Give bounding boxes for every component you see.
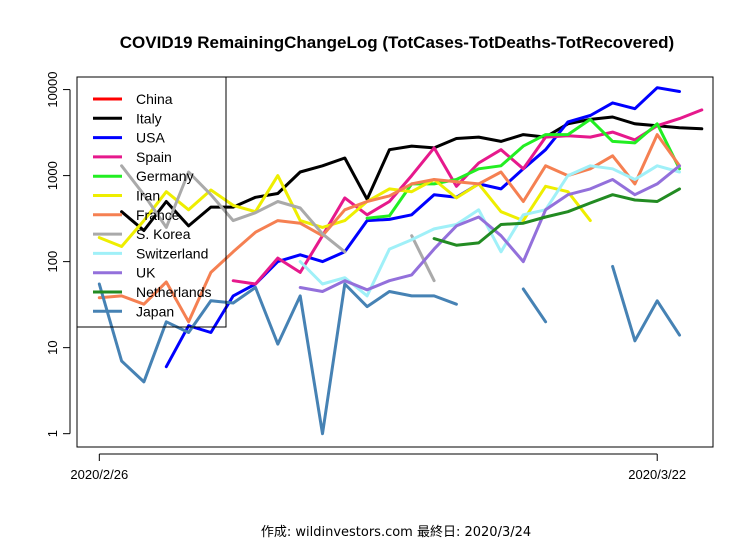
chart-footer: 作成: wildinvestors.com 最終日: 2020/3/24 (261, 524, 531, 540)
series-s-korea (120, 164, 436, 283)
legend-label: S. Korea (136, 226, 191, 242)
legend-label: Germany (136, 168, 194, 184)
y-tick-label: 10000 (45, 71, 60, 107)
series-italy (120, 115, 704, 232)
series-line-netherlands (432, 187, 681, 247)
legend-item: UK (93, 265, 156, 281)
legend-item: Switzerland (93, 245, 208, 261)
series-switzerland (298, 164, 681, 298)
series-japan (97, 264, 681, 436)
legend-item: France (93, 207, 180, 223)
series-layer (97, 86, 704, 436)
legend-item: Italy (93, 110, 162, 126)
y-tick-label: 1000 (45, 161, 60, 190)
legend-label: Japan (136, 303, 174, 319)
series-line-japan (521, 287, 548, 324)
series-line-s-korea (120, 164, 347, 254)
series-line-usa (164, 86, 681, 369)
legend-label: Iran (136, 188, 160, 204)
series-line-spain (231, 108, 704, 286)
legend: China Italy USA Spain Germany Iran France S. Ko… (76, 76, 227, 328)
series-line-uk (298, 164, 681, 293)
legend-item: Japan (93, 303, 174, 319)
y-tick-label: 100 (45, 251, 60, 273)
series-uk (298, 164, 681, 293)
legend-label: Italy (136, 110, 162, 126)
series-line-japan (611, 264, 681, 343)
legend-item: China (93, 91, 173, 107)
series-france (97, 133, 681, 324)
series-spain (231, 108, 704, 286)
y-tick-label: 1 (45, 430, 60, 437)
series-line-france (97, 133, 681, 324)
series-line-japan (97, 282, 458, 436)
legend-item: Germany (93, 168, 194, 184)
legend-item: S. Korea (93, 226, 191, 242)
x-tick-label: 2020/2/26 (70, 467, 128, 482)
y-tick-label: 10 (45, 340, 60, 354)
legend-label: Spain (136, 149, 172, 165)
series-line-s-korea (410, 234, 436, 283)
legend-item: Iran (93, 188, 160, 204)
y-axis: 1 10 100 1000 10000 (45, 71, 71, 437)
x-tick-label: 2020/3/22 (628, 467, 686, 482)
series-iran (97, 174, 592, 248)
series-line-iran (97, 174, 592, 248)
series-netherlands (432, 187, 681, 247)
legend-label: UK (136, 265, 156, 281)
chart-title: COVID19 RemainingChangeLog (TotCases-Tot… (120, 33, 674, 52)
legend-label: Switzerland (136, 245, 208, 261)
legend-item: Spain (93, 149, 172, 165)
legend-label: China (136, 91, 173, 107)
legend-item: USA (93, 130, 165, 146)
legend-item: Netherlands (93, 284, 212, 300)
legend-label: USA (136, 130, 165, 146)
series-line-italy (120, 115, 704, 232)
series-usa (164, 86, 681, 369)
legend-label: Netherlands (136, 284, 212, 300)
legend-box (76, 76, 227, 328)
x-axis: 2020/2/26 2020/3/22 (70, 453, 686, 482)
series-line-switzerland (298, 164, 681, 298)
legend-label: France (136, 207, 180, 223)
